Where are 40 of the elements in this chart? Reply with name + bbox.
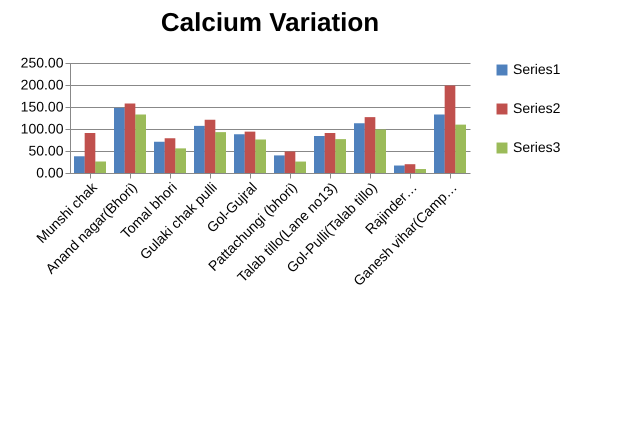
legend-label: Series1 <box>513 61 561 77</box>
y-tick-label: 50.00 <box>28 142 64 158</box>
bar <box>194 126 205 173</box>
bar <box>324 132 336 173</box>
bar <box>204 120 216 173</box>
bar <box>335 139 346 173</box>
legend-label: Series3 <box>513 139 561 155</box>
bar <box>164 138 176 173</box>
bar <box>74 156 85 173</box>
bar <box>244 132 256 173</box>
bar <box>215 132 226 173</box>
bar <box>114 108 125 173</box>
bar <box>154 142 165 173</box>
bar <box>394 166 405 173</box>
bar <box>274 155 285 173</box>
bar <box>354 123 365 173</box>
chart-title: Calcium Variation <box>160 7 380 37</box>
bar <box>444 85 456 173</box>
y-tick-label: 100.00 <box>20 120 64 136</box>
bar <box>95 162 106 173</box>
bar <box>84 132 96 173</box>
bar <box>375 129 386 173</box>
y-tick-label: 0.00 <box>36 164 64 180</box>
bar <box>455 124 466 173</box>
y-tick-label: 150.00 <box>20 98 64 114</box>
bar <box>434 114 445 173</box>
y-tick-label: 200.00 <box>20 76 64 92</box>
y-tick-label: 250.00 <box>20 54 64 70</box>
bar <box>314 136 325 173</box>
bar <box>124 103 136 173</box>
bar <box>284 151 296 173</box>
bar <box>135 114 146 173</box>
bar <box>255 140 266 173</box>
legend-label: Series2 <box>513 100 561 116</box>
bar <box>234 134 245 173</box>
bar <box>415 169 426 173</box>
bar <box>295 162 306 173</box>
bar <box>175 148 186 173</box>
bar <box>404 164 416 173</box>
bar <box>364 117 376 173</box>
